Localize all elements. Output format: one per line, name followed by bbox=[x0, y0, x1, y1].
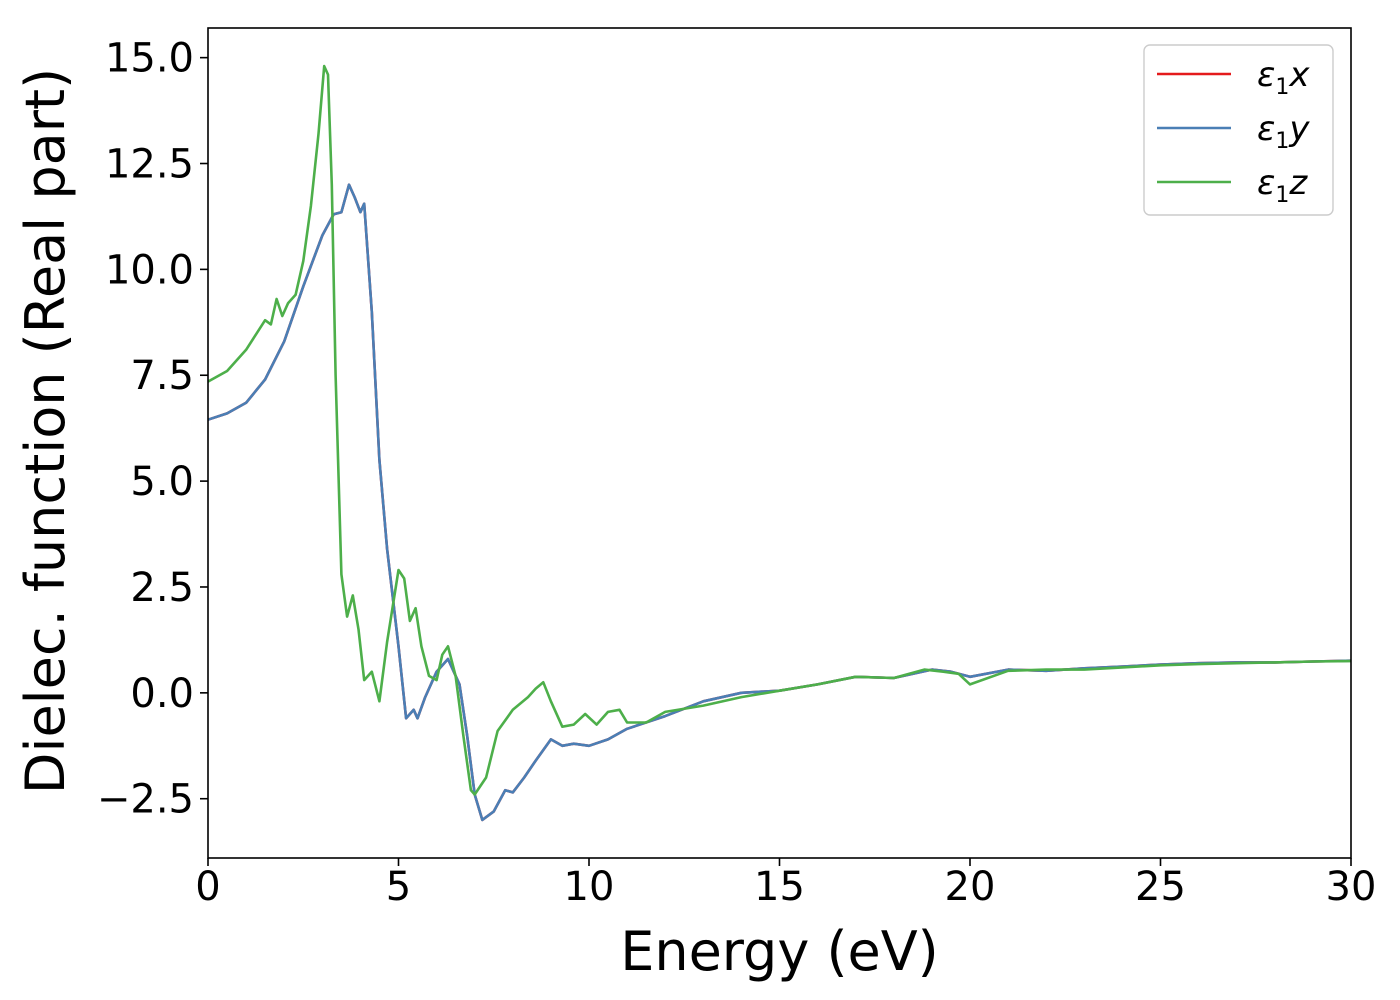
legend-label-z: ε1z bbox=[1257, 163, 1308, 208]
y-tick-label: −2.5 bbox=[97, 777, 194, 823]
legend-label-y: ε1y bbox=[1257, 109, 1310, 154]
x-tick-label: 15 bbox=[754, 864, 805, 910]
y-tick-label: 15.0 bbox=[105, 36, 194, 82]
series-line-x bbox=[208, 183, 1351, 822]
y-axis-label: Dielec. function (Real part) bbox=[14, 68, 77, 794]
x-tick-label: 0 bbox=[195, 864, 220, 910]
x-tick-label: 10 bbox=[564, 864, 615, 910]
x-tick-label: 20 bbox=[945, 864, 996, 910]
series-lines bbox=[208, 64, 1351, 822]
legend-box bbox=[1143, 44, 1334, 216]
y-axis-ticks: −2.5 0.0 2.5 5.0 7.5 10.0 12.5 15.0 bbox=[97, 36, 208, 823]
x-tick-label: 25 bbox=[1135, 864, 1186, 910]
legend-label-x: ε1x bbox=[1257, 55, 1310, 100]
y-tick-label: 0.0 bbox=[130, 671, 194, 717]
y-tick-label: 10.0 bbox=[105, 247, 194, 293]
y-tick-label: 2.5 bbox=[130, 565, 194, 611]
y-tick-label: 12.5 bbox=[105, 142, 194, 188]
x-tick-label: 5 bbox=[386, 864, 411, 910]
y-tick-label: 7.5 bbox=[130, 353, 194, 399]
series-line-y bbox=[208, 183, 1351, 822]
x-tick-label: 30 bbox=[1326, 864, 1377, 910]
series-line-z bbox=[208, 64, 1351, 796]
legend: ε1x ε1y ε1z bbox=[1143, 44, 1334, 216]
x-axis-ticks: 0 5 10 15 20 25 30 bbox=[195, 858, 1376, 910]
y-tick-label: 5.0 bbox=[130, 459, 194, 505]
x-axis-label: Energy (eV) bbox=[620, 920, 939, 983]
